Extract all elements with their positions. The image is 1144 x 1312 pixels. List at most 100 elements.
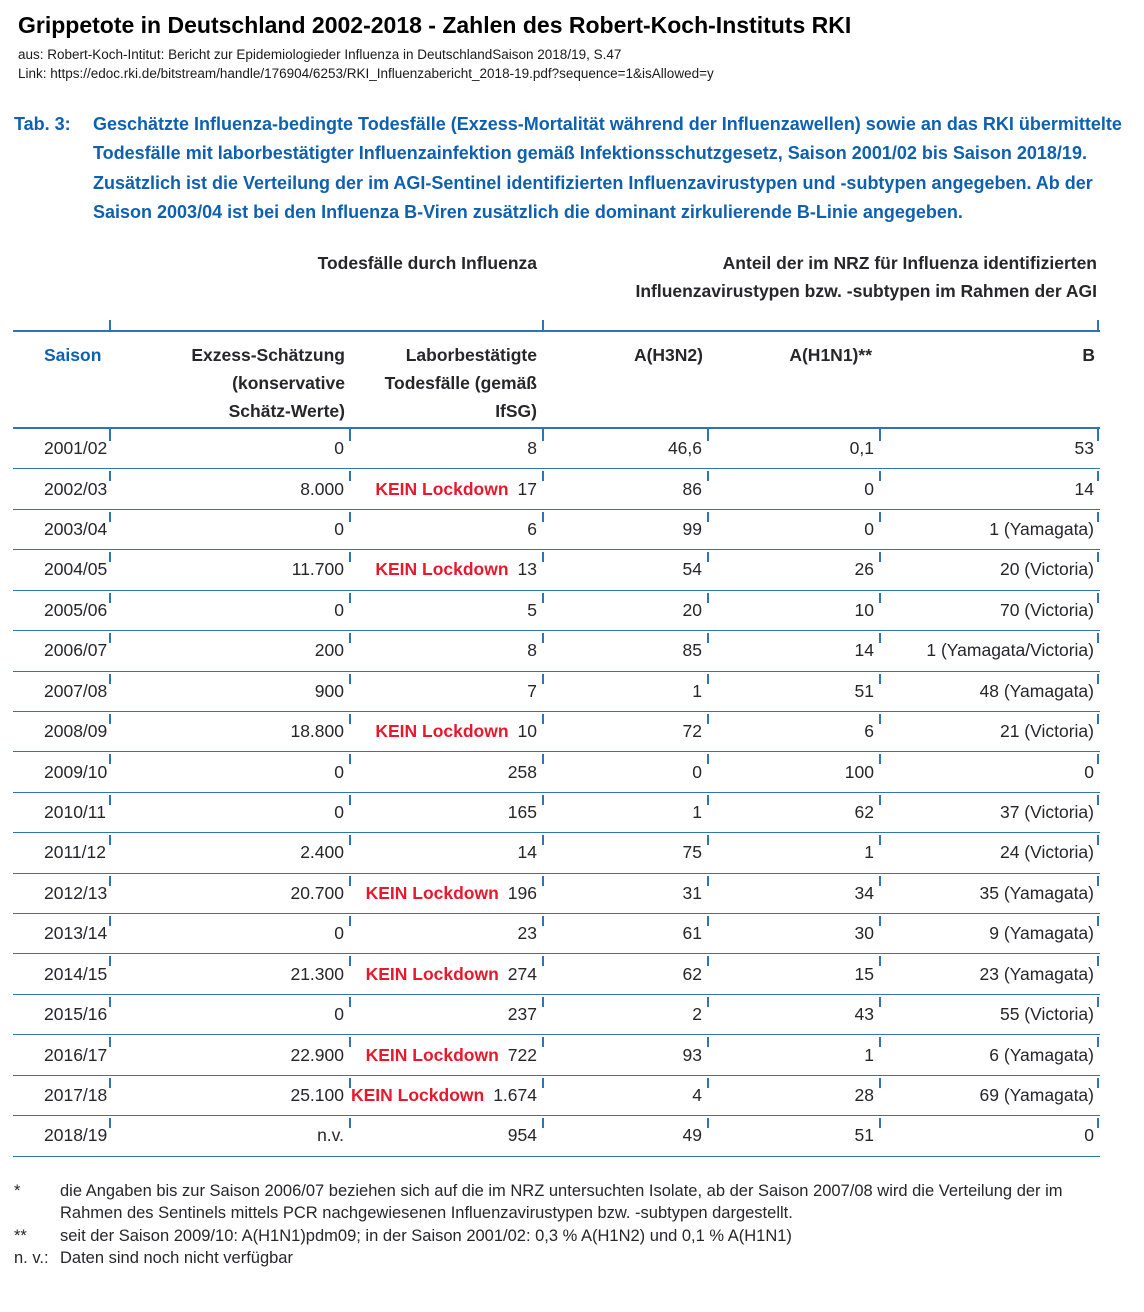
- page-title: Grippetote in Deutschland 2002-2018 - Za…: [18, 12, 852, 38]
- cell-h3n2: 20: [682, 599, 702, 620]
- column-tick: [349, 875, 351, 886]
- table-row: 2011/12 2.400 14 75 1 24 (Victoria): [13, 833, 1100, 874]
- column-tick: [542, 754, 544, 765]
- cell-excess: 0: [334, 599, 344, 620]
- cell-excess: 22.900: [290, 1044, 344, 1065]
- column-tick: [349, 754, 351, 765]
- cell-lab-value: 274: [507, 963, 537, 984]
- cell-h1n1: 15: [854, 963, 874, 984]
- group-header-nrz: Anteil der im NRZ für Influenza identifi…: [635, 249, 1097, 305]
- cell-h3n2: 54: [682, 559, 702, 580]
- link-line: Link: https://edoc.rki.de/bitstream/hand…: [18, 66, 714, 81]
- column-tick: [542, 552, 544, 563]
- column-tick: [879, 1118, 881, 1129]
- footnote-text: Daten sind noch nicht verfügbar: [60, 1248, 293, 1267]
- column-tick: [707, 956, 709, 967]
- column-header-laborbestaetigte-line: IfSG): [495, 401, 537, 421]
- cell-h1n1: 14: [854, 640, 874, 661]
- column-tick: [879, 916, 881, 927]
- cell-season: 2017/18: [44, 1084, 108, 1105]
- cell-h3n2: 49: [682, 1125, 702, 1146]
- cell-lab-value: 10: [517, 721, 537, 742]
- column-tick: [542, 633, 544, 644]
- column-header-exzess: Exzess-Schätzung (konservative Schätz-Wert…: [191, 341, 345, 425]
- column-tick: [109, 633, 111, 644]
- column-tick: [349, 633, 351, 644]
- cell-b: 35 (Yamagata): [979, 882, 1094, 903]
- cell-h3n2: 75: [682, 842, 702, 863]
- column-tick: [109, 754, 111, 765]
- cell-lab-value: 196: [507, 882, 537, 903]
- cell-lab: 8: [527, 640, 537, 661]
- column-tick: [707, 1118, 709, 1129]
- cell-excess: 21.300: [290, 963, 344, 984]
- cell-h3n2: 86: [682, 478, 702, 499]
- cell-excess: 0: [334, 519, 344, 540]
- table-caption: Tab. 3: Geschätzte Influenza-bedingte To…: [14, 110, 1128, 228]
- cell-lab: 5: [527, 599, 537, 620]
- cell-excess: 25.100: [290, 1084, 344, 1105]
- column-tick: [707, 592, 709, 603]
- cell-season: 2004/05: [44, 559, 108, 580]
- column-tick: [879, 713, 881, 724]
- column-tick: [1097, 956, 1099, 967]
- cell-excess: 11.700: [291, 559, 344, 580]
- cell-b: 55 (Victoria): [999, 1004, 1094, 1025]
- footnote-text: die Angaben bis zur Saison 2006/07 bezie…: [60, 1182, 1063, 1223]
- cell-h1n1: 0: [864, 519, 874, 540]
- column-tick: [707, 471, 709, 482]
- cell-h1n1: 6: [864, 721, 874, 742]
- table-row: 2018/19 n.v. 954 49 51 0: [13, 1116, 1100, 1157]
- cell-h1n1: 0,1: [849, 438, 874, 459]
- column-tick: [542, 673, 544, 684]
- column-tick: [349, 673, 351, 684]
- column-header-laborbestaetigte-line: Laborbestätigte: [405, 345, 537, 365]
- column-tick: [542, 875, 544, 886]
- cell-h3n2: 99: [682, 519, 702, 540]
- cell-excess: 200: [314, 640, 344, 661]
- cell-lab: KEIN Lockdown 196: [350, 883, 543, 904]
- kein-lockdown-annotation: KEIN Lockdown: [375, 721, 509, 742]
- cell-excess: 0: [334, 802, 344, 822]
- cell-lab: KEIN Lockdown 722: [350, 1045, 543, 1066]
- column-tick: [707, 511, 709, 522]
- cell-excess: 900: [314, 680, 344, 701]
- cell-season: 2002/03: [44, 478, 108, 499]
- column-tick: [542, 713, 544, 724]
- column-tick: [349, 794, 351, 805]
- table-row: 2014/15 21.300 KEIN Lockdown 274 62 15 23 (Yam…: [13, 954, 1100, 995]
- kein-lockdown-annotation: KEIN Lockdown: [365, 882, 499, 903]
- column-tick: [109, 592, 111, 603]
- table-row: 2017/18 25.100 KEIN Lockdown 1.674 4 28 69 (Ya…: [13, 1076, 1100, 1117]
- column-header-laborbestaetigte-line: Todesfälle (gemäß: [384, 373, 537, 393]
- cell-excess: 0: [334, 1004, 344, 1025]
- column-tick: [879, 431, 881, 441]
- column-tick: [349, 1077, 351, 1088]
- column-tick: [707, 754, 709, 765]
- footnote-label: *: [14, 1182, 21, 1200]
- table-row: 2003/04 0 6 99 0 1 (Yamagata): [13, 510, 1100, 551]
- column-tick: [109, 552, 111, 563]
- column-tick: [879, 1037, 881, 1048]
- column-tick: [1097, 1077, 1099, 1088]
- column-tick: [1097, 552, 1099, 563]
- table-caption-text: Geschätzte Influenza-bedingte Todesfälle…: [93, 114, 1122, 223]
- cell-h1n1: 43: [854, 1004, 874, 1025]
- column-tick: [109, 320, 111, 330]
- column-tick: [1097, 916, 1099, 927]
- column-tick: [1097, 875, 1099, 886]
- column-tick: [1097, 320, 1099, 330]
- table-row: 2012/13 20.700 KEIN Lockdown 196 31 34 35 (Yam…: [13, 874, 1100, 915]
- cell-b: 69 (Yamagata): [979, 1084, 1094, 1105]
- column-tick: [542, 471, 544, 482]
- column-header-h1n1: A(H1N1)**: [789, 345, 872, 365]
- cell-lab: KEIN Lockdown 10: [350, 721, 543, 742]
- table-row: 2015/16 0 237 2 43 55 (Victoria): [13, 995, 1100, 1036]
- column-tick: [542, 1037, 544, 1048]
- cell-h1n1: 10: [854, 599, 874, 620]
- column-tick: [707, 431, 709, 441]
- column-tick: [707, 713, 709, 724]
- column-tick: [879, 996, 881, 1007]
- cell-lab: 23: [517, 923, 537, 944]
- cell-lab: KEIN Lockdown 13: [350, 559, 543, 580]
